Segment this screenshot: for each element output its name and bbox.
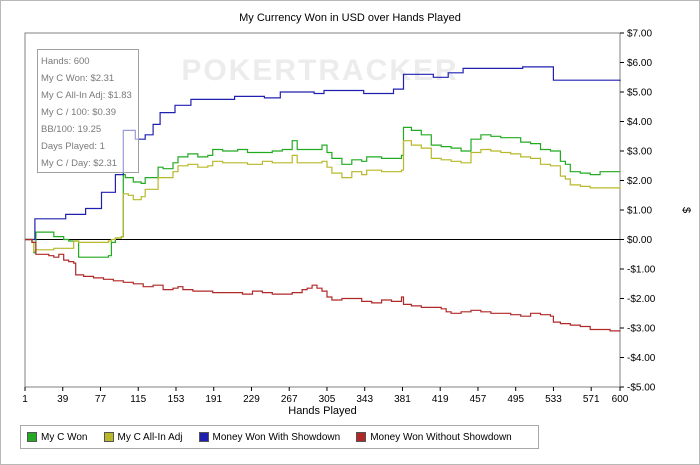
x-tick-label: 229 [243,394,260,405]
x-tick-label: 191 [205,394,222,405]
y-tick-label: -$2.00 [627,294,656,305]
y-tick-label: $6.00 [627,58,652,69]
info-all-in-adj: My C All-In Adj: $1.83 [41,90,132,101]
y-tick-label: -$3.00 [627,324,656,335]
x-tick-label: 571 [583,394,600,405]
y-tick-label: -$4.00 [627,353,656,364]
info-days-played: Days Played: 1 [41,141,105,152]
legend-item-all-in-adj[interactable]: My C All-In Adj [103,431,183,443]
x-axis-label: Hands Played [288,405,357,417]
chart-title: My Currency Won in USD over Hands Played [239,12,461,24]
info-my-c-per-100: My C / 100: $0.39 [41,107,116,118]
legend-swatch [27,432,37,442]
x-tick-label: 115 [130,394,146,405]
y-tick-label: $0.00 [627,235,652,246]
y-tick-label: $2.00 [627,176,652,187]
legend-item-my-c-won[interactable]: My C Won [27,432,88,443]
info-bb-per-100: BB/100: 19.25 [41,124,102,135]
x-tick-label: 39 [57,394,69,405]
x-tick-label: 305 [319,394,336,405]
x-tick-label: 267 [281,394,298,405]
stats-info-box: Hands: 600 My C Won: $2.31 My C All-In A… [37,49,139,173]
legend-item-with-showdown[interactable]: Money Won With Showdown [198,431,341,443]
x-tick-label: 495 [507,394,524,405]
watermark: POKERTRACKER [181,54,458,87]
x-tick-label: 457 [470,394,487,405]
info-my-c-per-day: My C / Day: $2.31 [41,158,118,169]
info-hands: Hands: 600 [41,56,90,67]
series-line-3 [25,66,621,241]
x-tick-label: 419 [432,394,449,405]
series-line-2 [25,140,621,252]
legend-swatch [198,432,209,442]
y-tick-label: $4.00 [627,117,652,128]
info-my-c-won: My C Won: $2.31 [41,73,115,84]
x-tick-label: 1 [22,394,28,405]
legend-label: Money Won Without Showdown [370,431,512,443]
x-tick-label: 381 [394,394,411,405]
legend-swatch [103,432,114,442]
x-tick-label: 600 [612,394,629,405]
y-tick-label: -$5.00 [627,383,656,394]
y-tick-label: $7.00 [627,29,652,40]
legend-swatch [356,432,367,442]
x-tick-label: 77 [95,394,107,405]
x-tick-label: 153 [168,394,185,405]
y-tick-label: $3.00 [627,147,652,158]
x-tick-label: 533 [545,394,562,405]
legend-label: Money Won With Showdown [212,431,341,443]
y-tick-label: $1.00 [627,206,652,217]
series-line-4 [25,238,621,332]
legend-item-without-showdown[interactable]: Money Won Without Showdown [356,432,512,443]
legend-label: My C Won [41,431,88,443]
chart-legend: My C Won My C All-In Adj Money Won With … [20,425,539,449]
y-axis-label: $ [680,207,692,213]
legend-label: My C All-In Adj [117,431,183,443]
y-tick-label: -$1.00 [627,265,656,276]
x-tick-label: 343 [356,394,373,405]
y-tick-label: $5.00 [627,88,652,99]
